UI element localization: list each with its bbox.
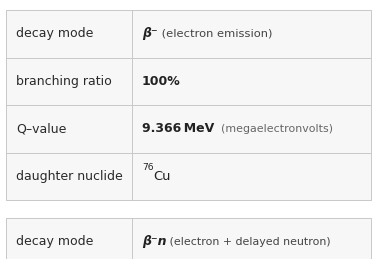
Text: (electron emission): (electron emission) <box>158 29 272 39</box>
Text: Cu: Cu <box>153 170 171 183</box>
Text: decay mode: decay mode <box>16 27 93 40</box>
Text: decay mode: decay mode <box>16 235 93 248</box>
Text: Q–value: Q–value <box>16 122 66 135</box>
Bar <box>6 10 371 200</box>
Text: 100%: 100% <box>142 75 181 88</box>
Bar <box>6 218 371 259</box>
Text: (electron + delayed neutron): (electron + delayed neutron) <box>166 237 331 247</box>
Text: daughter nuclide: daughter nuclide <box>16 170 123 183</box>
Text: 76: 76 <box>142 163 153 172</box>
Text: 9.366 MeV: 9.366 MeV <box>142 122 214 135</box>
Text: β⁻n: β⁻n <box>142 235 166 248</box>
Text: β⁻: β⁻ <box>142 27 158 40</box>
Text: branching ratio: branching ratio <box>16 75 112 88</box>
Text: (megaelectronvolts): (megaelectronvolts) <box>214 124 333 134</box>
